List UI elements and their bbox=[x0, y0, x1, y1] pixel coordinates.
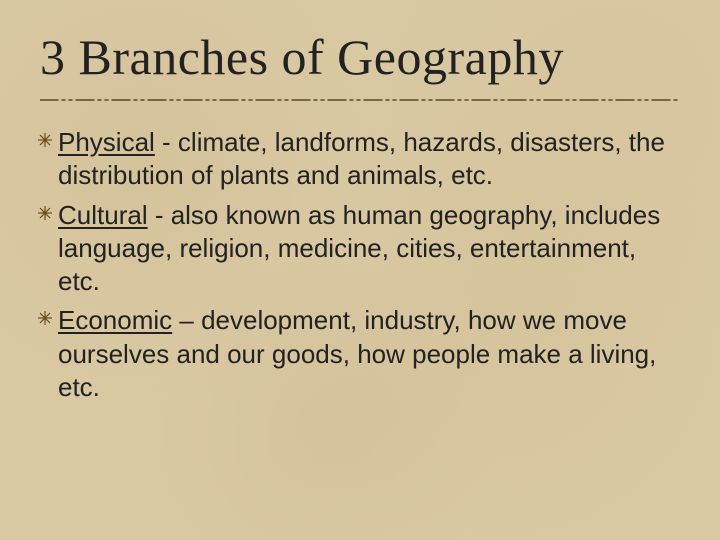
list-item: Physical - climate, landforms, hazards, … bbox=[58, 126, 680, 193]
branch-term: Economic bbox=[58, 305, 172, 335]
title-divider bbox=[40, 96, 680, 104]
branch-term: Cultural bbox=[58, 200, 148, 230]
branch-term: Physical bbox=[58, 127, 155, 157]
bullet-icon bbox=[38, 206, 52, 220]
branch-description: - also known as human geography, include… bbox=[58, 200, 660, 297]
bullet-icon bbox=[38, 133, 52, 147]
slide-title: 3 Branches of Geography bbox=[40, 28, 680, 86]
branches-list: Physical - climate, landforms, hazards, … bbox=[40, 126, 680, 404]
list-item: Cultural - also known as human geography… bbox=[58, 199, 680, 299]
list-item: Economic – development, industry, how we… bbox=[58, 304, 680, 404]
bullet-icon bbox=[38, 311, 52, 325]
